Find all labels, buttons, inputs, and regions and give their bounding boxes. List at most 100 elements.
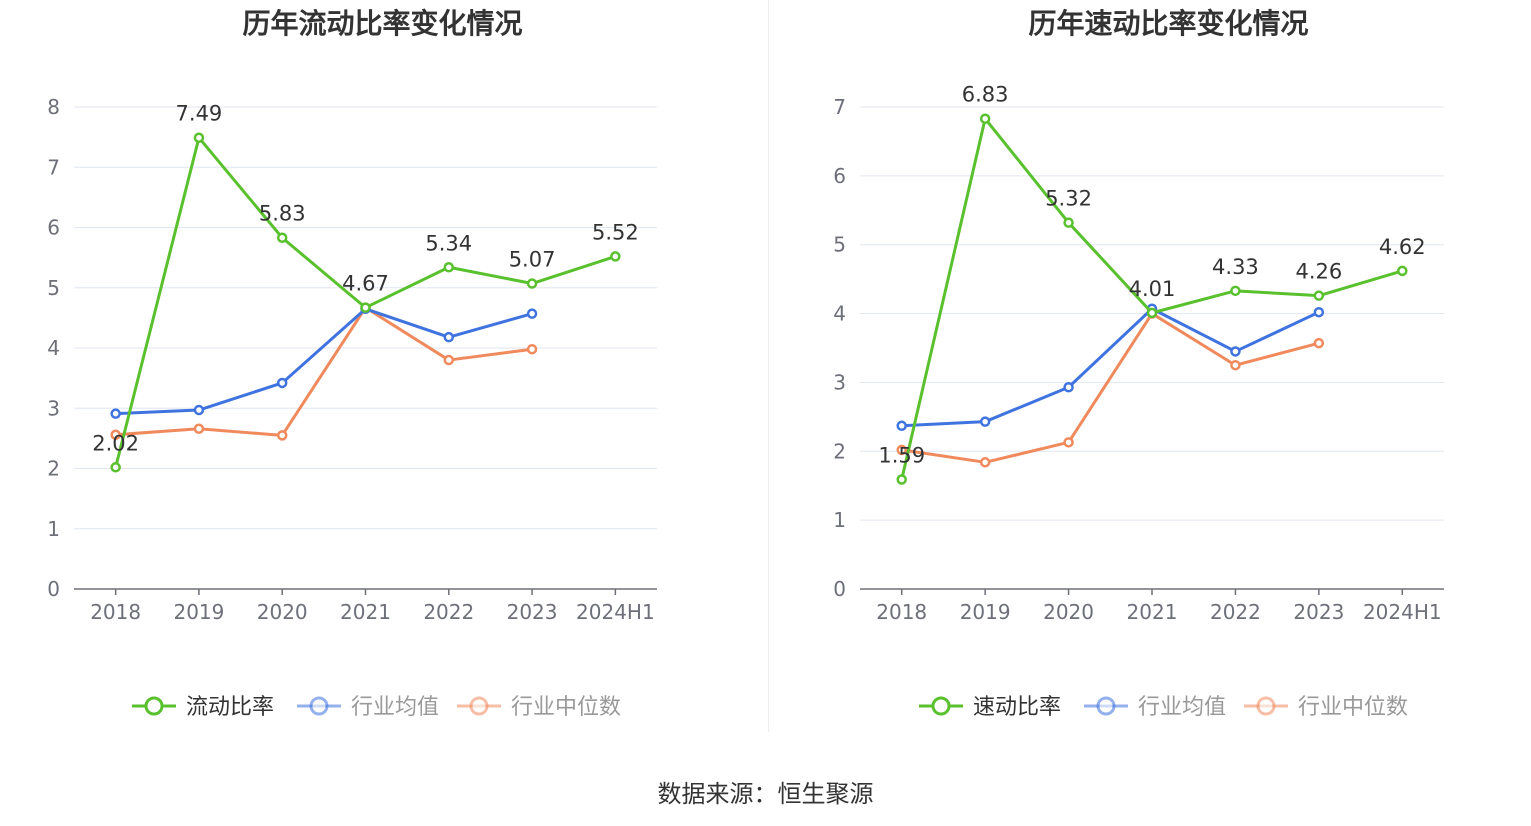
data-point-main [276,232,288,243]
x-tick-label: 2018 [90,600,141,624]
data-label: 2.02 [92,431,139,455]
x-tick-label: 2024H1 [576,600,655,624]
legend-item-main: 速动比率 [919,695,1061,720]
x-tick-label: 2019 [960,600,1011,624]
y-tick-label: 0 [833,577,846,601]
data-label: 4.62 [1379,235,1426,259]
y-tick-label: 1 [47,517,60,541]
x-tick-label: 2018 [876,600,927,624]
data-point-median [110,429,121,441]
series-line-avg [901,307,1320,428]
legend-label: 行业均值 [1138,695,1226,720]
y-tick-label: 2 [47,457,60,481]
data-point-main [1146,307,1158,319]
data-label: 4.67 [342,272,389,296]
data-point-median [1063,437,1074,448]
legend-marker [931,696,951,716]
y-tick-label: 3 [833,370,846,394]
legend-marker [1256,696,1276,716]
x-tick-label: 2020 [1043,600,1094,624]
chart-svg-current-ratio: 0 1 2 3 4 5 6 7 8 2018 2019 2020 2021 2022 2023 2024H1 2… [47,95,657,720]
x-tick-label: 2021 [340,600,391,624]
data-point-avg [1063,381,1074,393]
series-line-avg [115,307,533,416]
data-label: 5.32 [1045,187,1092,211]
data-point-main [1313,290,1325,301]
data-point-main [979,113,991,124]
data-label: 5.07 [509,248,556,272]
data-point-avg [110,408,121,419]
data-label: 4.33 [1212,255,1259,279]
data-point-avg [979,416,991,427]
y-tick-label: 5 [833,233,846,257]
data-label: 4.01 [1129,277,1176,301]
legend-item-avg: 行业均值 [1084,695,1226,720]
chart-title: 历年速动比率变化情况 [1028,7,1309,40]
panel-divider [768,0,769,732]
y-tick-label: 2 [833,439,846,463]
y-tick-label: 6 [47,216,60,240]
chart-panel-quick-ratio: 历年速动比率变化情况 0 1 2 3 4 5 6 7 2018 2019 2020 2021 2022 2… [786,0,1531,740]
y-tick-label: 3 [47,396,60,420]
x-tick-label: 2023 [507,600,558,624]
data-label: 7.49 [176,102,223,126]
data-point-avg [276,377,288,389]
data-label: 5.83 [259,202,306,226]
data-point-main [360,302,371,313]
x-tick-label: 2024H1 [1363,600,1442,624]
y-tick-label: 5 [47,276,60,300]
data-point-avg [526,308,538,319]
chart-title: 历年流动比率变化情况 [242,7,523,40]
y-tick-label: 4 [833,302,846,326]
data-point-median [193,423,205,434]
data-point-avg [896,420,907,432]
legend-item-avg: 行业均值 [297,695,439,720]
chart-svg-quick-ratio: 0 1 2 3 4 5 6 7 2018 2019 2020 2021 2022 2023 2024H1 1.… [833,83,1444,720]
y-tick-label: 8 [47,95,60,119]
chart-panel-current-ratio: 历年流动比率变化情况 0 1 2 3 4 5 6 7 8 2018 2019 2020 2021 2022… [0,0,765,740]
data-point-main [526,278,538,289]
data-point-main [193,132,205,143]
data-point-main [896,474,907,485]
data-label: 6.83 [962,83,1009,107]
data-point-median [979,457,991,468]
data-point-avg [1230,346,1241,357]
y-tick-label: 7 [833,95,846,119]
data-point-median [1313,337,1325,349]
legend-label: 行业中位数 [1298,695,1408,720]
data-point-median [276,430,288,441]
legend-marker [469,696,489,716]
data-label: 4.26 [1295,260,1342,284]
x-tick-label: 2019 [173,600,224,624]
legend-marker [309,696,329,716]
legend-item-main: 流动比率 [132,695,274,720]
x-tick-label: 2022 [1210,600,1261,624]
data-source-note: 数据来源：恒生聚源 [657,780,874,808]
series-line-median [115,306,533,437]
y-tick-label: 0 [47,577,60,601]
data-label: 1.59 [878,444,925,468]
legend-label: 速动比率 [973,695,1061,720]
data-label: 5.34 [425,231,472,255]
data-point-avg [1313,306,1325,318]
data-point-avg [443,331,455,343]
x-tick-label: 2022 [423,600,474,624]
data-point-main [1063,217,1074,228]
data-point-main [110,462,121,473]
series-line-median [901,312,1320,464]
x-tick-label: 2023 [1293,600,1344,624]
legend-marker [144,696,164,716]
data-point-avg [193,404,205,416]
data-point-main [443,262,455,273]
legend-label: 行业中位数 [511,695,621,720]
legend-label: 行业均值 [351,695,439,720]
y-tick-label: 1 [833,508,846,532]
data-point-median [443,354,455,366]
y-tick-label: 4 [47,336,60,360]
data-point-main [1397,265,1408,277]
data-point-main [1230,285,1241,297]
data-label: 5.52 [592,220,639,244]
data-point-median [1230,359,1241,371]
y-tick-label: 7 [47,155,60,179]
legend-marker [1096,696,1116,716]
